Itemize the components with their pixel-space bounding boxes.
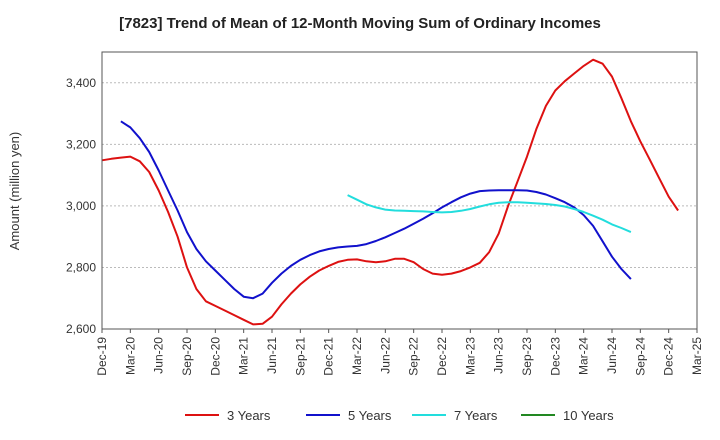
x-tick-label: Sep-23 bbox=[520, 337, 534, 376]
grid-lines bbox=[102, 82, 697, 330]
x-tick-label: Dec-23 bbox=[548, 337, 562, 376]
x-tick-label: Jun-23 bbox=[492, 337, 506, 374]
x-tick-label: Mar-21 bbox=[237, 337, 251, 375]
legend-label: 5 Years bbox=[348, 408, 392, 423]
x-tick-label: Mar-24 bbox=[577, 337, 591, 375]
y-tick-labels: 2,600 2,800 3,000 3,200 3,400 bbox=[66, 76, 96, 336]
x-tick-label: Jun-20 bbox=[152, 337, 166, 374]
y-tick-label: 3,400 bbox=[66, 76, 96, 90]
x-tick-label: Sep-24 bbox=[633, 337, 647, 376]
x-tick-label: Dec-19 bbox=[95, 337, 109, 376]
plot-frame bbox=[101, 51, 698, 330]
x-tick-label: Jun-21 bbox=[265, 337, 279, 374]
x-tick-label: Mar-22 bbox=[350, 337, 364, 375]
y-tick-label: 3,200 bbox=[66, 137, 96, 151]
x-tick-label: Mar-23 bbox=[463, 337, 477, 375]
y-tick-label: 2,800 bbox=[66, 260, 96, 274]
x-tick-label: Sep-20 bbox=[180, 337, 194, 376]
y-axis-label: Amount (million yen) bbox=[7, 132, 22, 251]
x-tick-label: Mar-20 bbox=[123, 337, 137, 375]
legend-label: 3 Years bbox=[227, 408, 271, 423]
x-tick-label: Dec-21 bbox=[322, 337, 336, 376]
legend-label: 7 Years bbox=[454, 408, 498, 423]
series-lines bbox=[101, 58, 679, 326]
x-tick-label: Dec-20 bbox=[208, 337, 222, 376]
series-line bbox=[347, 194, 632, 234]
x-tick-label: Jun-24 bbox=[605, 337, 619, 374]
x-tick-labels: Dec-19 Mar-20 Jun-20 Sep-20 Dec-20 Mar-21 Jun-… bbox=[95, 329, 704, 376]
y-tick-label: 3,000 bbox=[66, 199, 96, 213]
x-tick-label: Sep-21 bbox=[293, 337, 307, 376]
x-tick-label: Dec-22 bbox=[435, 337, 449, 376]
series-line bbox=[120, 120, 632, 300]
chart-title: [7823] Trend of Mean of 12-Month Moving … bbox=[119, 15, 601, 32]
series-line bbox=[101, 58, 679, 326]
x-tick-label: Mar-25 bbox=[690, 337, 704, 375]
x-tick-label: Jun-22 bbox=[378, 337, 392, 374]
legend-label: 10 Years bbox=[563, 408, 614, 423]
x-tick-label: Dec-24 bbox=[662, 337, 676, 376]
x-tick-label: Sep-22 bbox=[407, 337, 421, 376]
legend: 3 Years 5 Years 7 Years 10 Years bbox=[185, 408, 614, 423]
y-tick-label: 2,600 bbox=[66, 322, 96, 336]
